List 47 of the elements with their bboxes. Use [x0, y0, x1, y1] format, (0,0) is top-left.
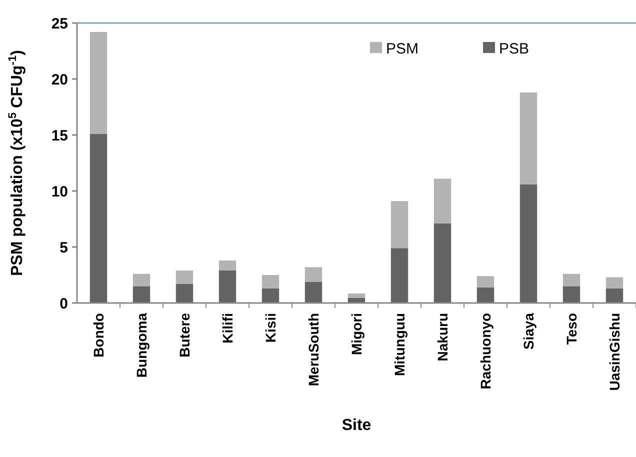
bar	[176, 284, 194, 303]
x-tick-label: Kisii	[262, 313, 278, 343]
legend-label: PSM	[386, 40, 419, 58]
legend-label: PSB	[499, 40, 530, 58]
x-tick-label: Butere	[176, 312, 192, 358]
bar	[606, 288, 624, 303]
bar	[562, 286, 580, 303]
x-tick-label: Rachuonyo	[477, 313, 494, 390]
x-tick-label: Siaya	[520, 312, 536, 350]
bar	[304, 282, 322, 303]
x-tick-label: Bungoma	[133, 312, 150, 378]
x-tick-label: MeruSouth	[305, 313, 322, 386]
y-tick-label: 20	[51, 71, 68, 88]
bar	[304, 267, 322, 282]
x-tick-label: Bondo	[90, 313, 106, 358]
x-axis-title: Site	[342, 417, 372, 434]
bar	[218, 270, 236, 303]
bar	[476, 287, 494, 303]
bar	[520, 184, 538, 303]
bar	[132, 286, 150, 303]
x-tick-label: Migori	[348, 313, 364, 355]
bar	[562, 274, 580, 286]
bar	[90, 32, 108, 134]
bar	[176, 270, 194, 284]
bar	[132, 274, 150, 286]
x-tick-label: Nakuru	[434, 313, 450, 362]
bar	[390, 248, 408, 303]
bar	[606, 277, 624, 288]
bar	[390, 201, 408, 248]
bar	[434, 178, 452, 224]
x-tick-label: Kilifi	[219, 313, 236, 344]
y-tick-label: 15	[51, 127, 68, 144]
bar	[262, 275, 280, 288]
y-tick-label: 25	[51, 15, 68, 32]
bar	[218, 260, 236, 271]
y-tick-label: 5	[60, 239, 68, 256]
bar	[434, 223, 452, 303]
bar	[476, 276, 494, 288]
x-tick-label: Teso	[563, 313, 580, 345]
bar	[520, 92, 538, 184]
y-tick-label: 0	[60, 295, 68, 312]
x-tick-label: Mitunguu	[391, 313, 408, 376]
bar	[90, 134, 108, 303]
x-tick-label: UasinGishu	[606, 313, 622, 391]
bar	[262, 288, 280, 303]
y-tick-label: 10	[51, 183, 68, 200]
bar	[348, 293, 366, 298]
